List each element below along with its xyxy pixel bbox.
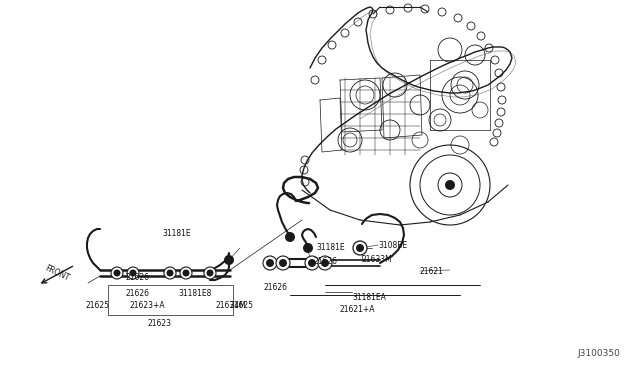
Circle shape [224, 255, 234, 265]
Text: 21634M: 21634M [215, 301, 246, 310]
Circle shape [285, 232, 295, 242]
Circle shape [180, 267, 192, 279]
Text: 21623+A: 21623+A [130, 301, 166, 310]
Circle shape [204, 267, 216, 279]
Text: 21625: 21625 [230, 301, 254, 310]
Circle shape [182, 269, 189, 276]
Text: 21626: 21626 [263, 283, 287, 292]
Circle shape [127, 267, 139, 279]
Text: J3100350: J3100350 [577, 349, 620, 358]
Bar [108, 285, 233, 315]
Text: 31181E: 31181E [316, 244, 344, 253]
Text: 31181E8: 31181E8 [178, 289, 211, 298]
Circle shape [318, 256, 332, 270]
Circle shape [353, 241, 367, 255]
Text: 21621+A: 21621+A [340, 305, 376, 314]
Circle shape [276, 256, 290, 270]
Circle shape [166, 269, 173, 276]
Circle shape [279, 259, 287, 267]
Text: 31181EA: 31181EA [352, 294, 386, 302]
Circle shape [445, 180, 455, 190]
Text: FRONT: FRONT [44, 263, 70, 283]
Circle shape [113, 269, 120, 276]
Circle shape [303, 243, 313, 253]
Circle shape [305, 256, 319, 270]
Text: 21633M: 21633M [362, 254, 393, 263]
Text: 21626: 21626 [126, 289, 150, 298]
Text: 31181E: 31181E [162, 228, 191, 237]
Circle shape [207, 269, 214, 276]
Text: 21626: 21626 [313, 257, 337, 266]
Circle shape [129, 269, 136, 276]
Circle shape [356, 244, 364, 252]
Circle shape [308, 259, 316, 267]
Circle shape [321, 259, 329, 267]
Circle shape [164, 267, 176, 279]
Text: 21626: 21626 [126, 273, 150, 282]
Text: 21623: 21623 [148, 318, 172, 327]
Circle shape [266, 259, 274, 267]
Circle shape [263, 256, 277, 270]
Text: 3108BE: 3108BE [378, 241, 407, 250]
Text: 21625: 21625 [85, 301, 109, 310]
Circle shape [111, 267, 123, 279]
Text: 21621: 21621 [420, 266, 444, 276]
